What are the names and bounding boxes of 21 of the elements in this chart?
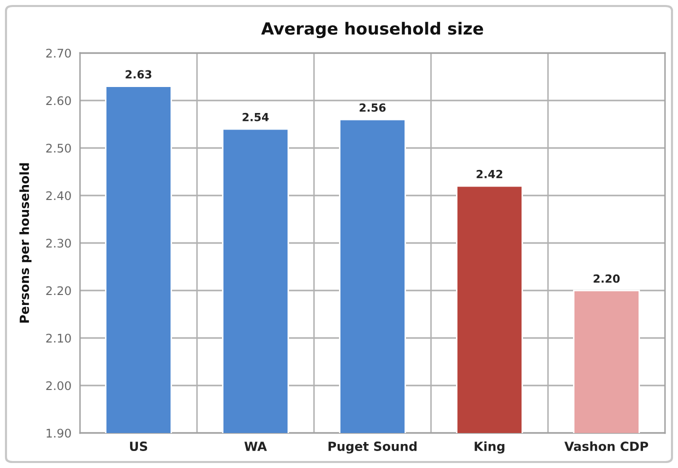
x-tick-label: US bbox=[130, 442, 148, 452]
y-tick-label: 2.20 bbox=[46, 286, 71, 296]
y-tick-label: 2.10 bbox=[46, 334, 71, 343]
x-tick-label: King bbox=[474, 441, 504, 454]
y-tick-label: 1.90 bbox=[46, 428, 71, 438]
data-label: 2.63 bbox=[126, 70, 152, 79]
y-axis-title: Persons per household bbox=[19, 163, 32, 323]
chart-title: Average household size bbox=[261, 22, 484, 38]
y-tick-label: 2.40 bbox=[46, 191, 71, 200]
y-tick-label: 2.70 bbox=[46, 48, 71, 58]
x-tick-label: Puget Sound bbox=[328, 441, 417, 454]
x-tick-label: WA bbox=[244, 442, 267, 451]
data-label: 2.54 bbox=[242, 112, 269, 122]
data-label: 2.56 bbox=[360, 103, 386, 112]
data-label: 2.42 bbox=[476, 170, 502, 178]
data-label: 2.20 bbox=[594, 274, 620, 283]
y-tick-label: 2.60 bbox=[46, 96, 71, 106]
y-tick-label: 2.00 bbox=[46, 381, 71, 390]
y-tick-label: 2.50 bbox=[46, 144, 71, 153]
x-tick-label: Vashon CDP bbox=[564, 441, 648, 452]
y-tick-label: 2.30 bbox=[46, 238, 71, 248]
